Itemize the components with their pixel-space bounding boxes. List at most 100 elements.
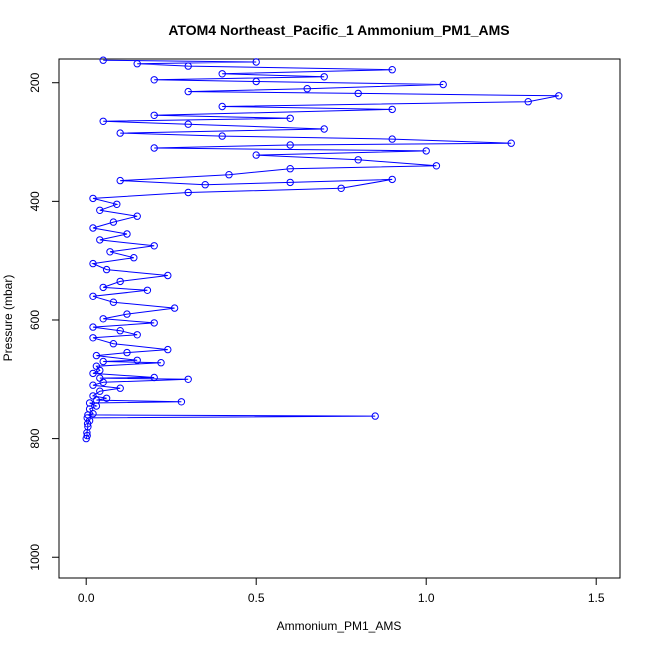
data-point: [116, 327, 124, 335]
data-point: [354, 89, 362, 98]
data-point: [89, 224, 97, 232]
data-point: [252, 77, 260, 86]
data-point: [184, 87, 192, 96]
data-point: [201, 181, 209, 189]
data-point: [89, 259, 97, 268]
data-point: [109, 340, 118, 348]
data-point: [83, 414, 91, 422]
data-point: [99, 56, 107, 64]
x-tick-label: 1.5: [588, 591, 605, 605]
data-point: [116, 129, 124, 137]
data-point: [102, 265, 111, 274]
data-point: [184, 375, 192, 383]
data-point: [164, 271, 172, 280]
series-layer: [82, 56, 563, 443]
data-point: [177, 398, 186, 406]
x-tick-label: 0.5: [248, 591, 265, 605]
plot-area: [58, 56, 621, 579]
data-point: [388, 175, 396, 184]
data-point: [150, 373, 158, 382]
data-point: [422, 147, 430, 155]
data-point: [337, 184, 345, 193]
plot-frame: [58, 58, 621, 579]
y-axis-title: Pressure (mbar): [1, 275, 15, 362]
data-point: [102, 394, 111, 402]
data-point: [170, 304, 179, 312]
x-axis-title: Ammonium_PM1_AMS: [277, 619, 402, 633]
data-point: [106, 248, 114, 256]
data-point: [388, 135, 396, 143]
data-point: [143, 286, 152, 294]
data-point: [252, 58, 260, 66]
data-point: [388, 66, 396, 74]
data-point: [320, 125, 328, 133]
data-point: [89, 334, 97, 342]
data-point: [123, 230, 131, 238]
y-tick-label: 1000: [28, 544, 42, 571]
data-point: [286, 178, 294, 187]
data-point: [150, 319, 158, 327]
data-point: [85, 399, 94, 407]
data-point: [555, 92, 563, 100]
data-point: [92, 362, 101, 370]
data-point: [92, 402, 101, 410]
data-point: [89, 381, 97, 389]
data-point: [133, 356, 141, 364]
data-point: [218, 132, 226, 140]
data-point: [99, 315, 107, 323]
data-point: [184, 120, 192, 128]
data-point: [354, 156, 362, 164]
data-point: [184, 188, 192, 197]
data-point: [96, 206, 104, 215]
x-tick-label: 1.0: [418, 591, 435, 605]
data-point: [92, 351, 101, 360]
data-point: [286, 141, 294, 149]
y-tick-label: 600: [28, 310, 42, 330]
chart-title: ATOM4 Northeast_Pacific_1 Ammonium_PM1_A…: [168, 22, 509, 38]
data-point: [133, 212, 141, 220]
series-line: [85, 59, 559, 439]
data-point: [116, 384, 124, 392]
data-point: [89, 292, 97, 300]
data-point: [303, 85, 311, 93]
data-point: [524, 98, 532, 106]
data-point: [286, 114, 294, 123]
data-point: [123, 310, 131, 318]
data-point: [218, 70, 226, 78]
data-point: [99, 283, 107, 292]
data-point: [150, 111, 158, 120]
data-point: [89, 410, 97, 418]
data-point: [157, 359, 165, 367]
data-point: [286, 165, 294, 173]
data-point: [89, 323, 97, 331]
data-point: [164, 345, 172, 354]
data-point: [439, 80, 447, 89]
data-point: [116, 176, 124, 185]
data-point: [184, 62, 192, 70]
y-tick-label: 200: [28, 72, 42, 92]
data-point: [113, 200, 121, 209]
data-point: [320, 73, 328, 81]
data-point: [133, 60, 141, 68]
x-axis: 0.0 0.5 1.0 1.5: [78, 577, 605, 605]
data-point: [99, 357, 107, 366]
data-point: [225, 171, 233, 179]
data-point: [109, 218, 118, 226]
data-point: [218, 102, 226, 111]
data-point: [96, 374, 104, 382]
data-point: [371, 412, 379, 420]
data-point: [150, 76, 158, 84]
data-point: [150, 144, 158, 152]
data-point: [109, 298, 118, 306]
y-tick-label: 400: [28, 191, 42, 211]
data-point: [96, 387, 104, 395]
data-point: [133, 331, 141, 339]
x-tick-label: 0.0: [78, 591, 95, 605]
data-point: [432, 162, 441, 170]
data-point: [83, 431, 91, 440]
data-point: [96, 236, 104, 244]
data-point: [99, 117, 107, 126]
data-point: [130, 254, 138, 262]
data-point: [252, 151, 260, 159]
